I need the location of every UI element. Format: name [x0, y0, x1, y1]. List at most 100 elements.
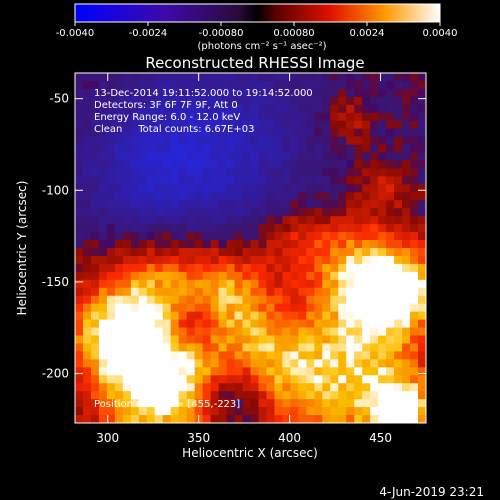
heatmap-cell: [226, 104, 236, 114]
heatmap-cell: [202, 351, 212, 360]
heatmap-cell: [242, 367, 252, 376]
heatmap-cell: [402, 224, 411, 233]
heatmap-cell: [122, 168, 132, 177]
plot-frame: [74, 72, 427, 424]
heatmap-cell: [210, 255, 220, 265]
heatmap-cell: [322, 96, 331, 106]
heatmap-cell: [386, 399, 395, 408]
heatmap-cell: [170, 248, 180, 257]
heatmap-cell: [194, 367, 204, 376]
heatmap-cell: [138, 88, 148, 98]
heatmap-cell: [282, 168, 291, 177]
heatmap-cell: [362, 359, 371, 368]
heatmap-cell: [314, 136, 323, 146]
heatmap-cell: [378, 248, 387, 257]
heatmap-cell: [178, 120, 188, 130]
heatmap-cell: [370, 303, 379, 313]
heatmap-cell: [322, 200, 331, 209]
heatmap-cell: [162, 144, 172, 154]
heatmap-cell: [210, 224, 220, 233]
heatmap-cell: [242, 104, 252, 114]
heatmap-cell: [210, 319, 220, 329]
heatmap-cell: [162, 176, 172, 185]
heatmap-cell: [242, 343, 252, 352]
heatmap-cell: [266, 287, 276, 297]
heatmap-cell: [410, 319, 419, 329]
heatmap-cell: [258, 279, 268, 289]
heatmap-cell: [114, 303, 124, 313]
heatmap-cell: [178, 168, 188, 177]
heatmap-cell: [106, 73, 116, 82]
heatmap-cell: [274, 359, 284, 368]
heatmap-cell: [386, 184, 395, 193]
heatmap-cell: [362, 184, 371, 193]
colorbar-tick-label: -0.0040: [56, 28, 95, 39]
heatmap-cell: [234, 208, 244, 217]
heatmap-cell: [98, 104, 108, 114]
heatmap-cell: [282, 216, 291, 225]
heatmap-cell: [354, 263, 363, 273]
heatmap-cell: [362, 144, 371, 154]
heatmap-cell: [98, 184, 108, 193]
heatmap-cell: [306, 255, 315, 265]
heatmap-cell: [138, 192, 148, 201]
heatmap-cell: [258, 248, 268, 257]
heatmap-cell: [322, 319, 331, 329]
heatmap-cell: [194, 200, 204, 209]
heatmap-cell: [242, 240, 252, 249]
heatmap-cell: [178, 184, 188, 193]
heatmap-cell: [210, 136, 220, 146]
heatmap-cell: [274, 192, 284, 201]
heatmap-cell: [234, 287, 244, 297]
heatmap-cell: [122, 104, 132, 114]
heatmap-cell: [210, 216, 220, 225]
heatmap-cell: [298, 120, 307, 130]
heatmap-cell: [242, 112, 252, 122]
heatmap-cell: [130, 224, 140, 233]
heatmap-cell: [410, 279, 419, 289]
heatmap-cell: [178, 144, 188, 154]
heatmap-cell: [346, 73, 355, 82]
heatmap-cell: [314, 208, 323, 217]
heatmap-cell: [298, 271, 307, 281]
y-tick-label: -50: [49, 92, 69, 106]
heatmap-cell: [90, 184, 100, 193]
heatmap-cell: [354, 80, 363, 90]
heatmap-cell: [298, 216, 307, 225]
heatmap-cell: [354, 335, 363, 345]
heatmap-cell: [98, 375, 108, 384]
heatmap-cell: [370, 96, 379, 106]
heatmap-cell: [386, 208, 395, 217]
heatmap-cell: [122, 73, 132, 82]
heatmap-cell: [298, 192, 307, 201]
heatmap-cell: [138, 80, 148, 90]
heatmap-cell: [226, 152, 236, 162]
heatmap-cell: [194, 255, 204, 265]
heatmap-cell: [330, 176, 339, 185]
heatmap-cell: [338, 208, 347, 217]
heatmap-cell: [282, 144, 291, 154]
heatmap-cell: [194, 160, 204, 170]
heatmap-cell: [90, 248, 100, 257]
heatmap-cell: [186, 375, 196, 384]
heatmap-cell: [170, 184, 180, 193]
heatmap-cell: [290, 351, 299, 360]
heatmap-cell: [75, 144, 84, 154]
heatmap-cell: [218, 343, 228, 352]
heatmap-cell: [258, 303, 268, 313]
heatmap-cell: [210, 263, 220, 273]
heatmap-cell: [370, 200, 379, 209]
heatmap-cell: [170, 271, 180, 281]
heatmap-cell: [202, 104, 212, 114]
heatmap-cell: [306, 224, 315, 233]
heatmap-cell: [266, 128, 276, 138]
heatmap-cell: [75, 351, 84, 360]
heatmap-cell: [338, 112, 347, 122]
heatmap-cell: [354, 351, 363, 360]
heatmap-cell: [130, 303, 140, 313]
heatmap-cell: [362, 391, 371, 400]
heatmap-cell: [338, 128, 347, 138]
heatmap-cell: [274, 248, 284, 257]
heatmap-cell: [314, 391, 323, 400]
heatmap-cell: [130, 343, 140, 352]
